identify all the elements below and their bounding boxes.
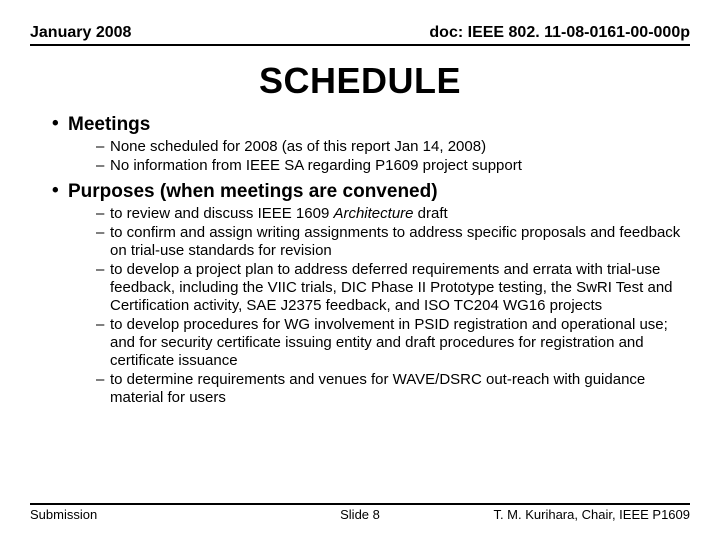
list-item: to develop a project plan to address def… — [96, 261, 690, 315]
purposes-items: to review and discuss IEEE 1609 Architec… — [68, 205, 690, 407]
section-purposes: Purposes (when meetings are convened) to… — [52, 181, 690, 407]
list-item: to review and discuss IEEE 1609 Architec… — [96, 205, 690, 223]
content-list: Meetings None scheduled for 2008 (as of … — [30, 114, 690, 407]
header-doc-id: doc: IEEE 802. 11-08-0161-00-000p — [429, 24, 690, 42]
footer-bar: Slide 8 Submission T. M. Kurihara, Chair… — [30, 503, 690, 522]
section-heading: Purposes (when meetings are convened) — [68, 181, 438, 202]
section-heading: Meetings — [68, 114, 150, 135]
list-item: None scheduled for 2008 (as of this repo… — [96, 138, 690, 156]
footer-right: T. M. Kurihara, Chair, IEEE P1609 — [493, 507, 690, 522]
list-item: to develop procedures for WG involvement… — [96, 316, 690, 370]
slide-title: SCHEDULE — [30, 60, 690, 102]
meetings-items: None scheduled for 2008 (as of this repo… — [68, 138, 690, 175]
list-item: to determine requirements and venues for… — [96, 371, 690, 407]
header-bar: January 2008 doc: IEEE 802. 11-08-0161-0… — [30, 24, 690, 46]
list-item: to confirm and assign writing assignment… — [96, 224, 690, 260]
header-date: January 2008 — [30, 24, 131, 42]
list-item: No information from IEEE SA regarding P1… — [96, 157, 690, 175]
footer-left: Submission — [30, 507, 97, 522]
section-meetings: Meetings None scheduled for 2008 (as of … — [52, 114, 690, 175]
